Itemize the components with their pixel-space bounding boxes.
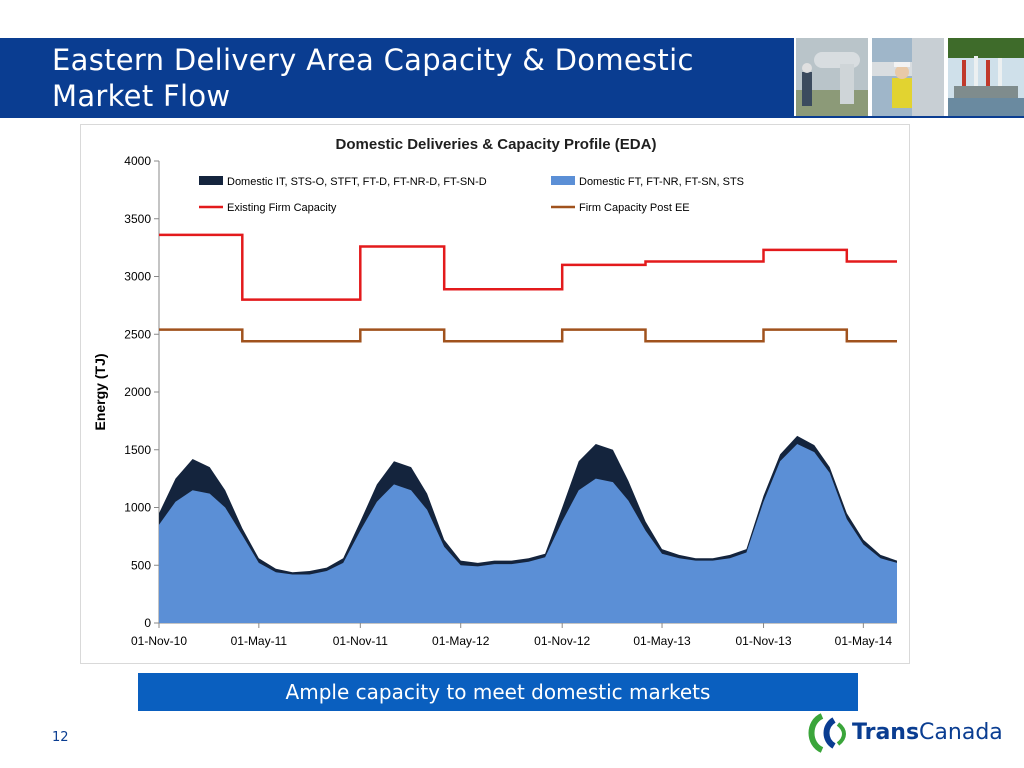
pipeline-worker-photo [796,38,868,116]
x-tick-label: 01-May-12 [432,634,490,648]
power-plant-photo [948,38,1024,116]
x-tick-label: 01-Nov-12 [534,634,590,648]
y-tick-label: 500 [131,558,151,572]
series-existing-firm-capacity-line [159,233,897,301]
chart-title: Domestic Deliveries & Capacity Profile (… [336,136,657,153]
logo-wordmark-bold: Trans [852,720,920,745]
series-firm-capacity-post-ee-line [159,328,897,343]
x-tick-label: 01-Nov-10 [131,634,187,648]
x-tick-label: 01-May-11 [231,634,288,648]
legend-swatch [551,176,575,185]
transcanada-logo-icon [808,713,846,753]
legend-swatch [199,176,223,185]
series-domestic-ft-area [159,444,897,623]
legend-label: Existing Firm Capacity [227,202,337,214]
conclusion-banner: Ample capacity to meet domestic markets [138,673,858,711]
header-rule [0,116,1024,118]
legend-label: Domestic IT, STS-O, STFT, FT-D, FT-NR-D,… [227,176,487,188]
x-tick-label: 01-May-14 [835,634,893,648]
title-bar [0,38,794,116]
y-axis-label: Energy (TJ) [92,353,108,430]
chart-frame: Domestic Deliveries & Capacity Profile (… [80,124,910,664]
y-tick-label: 3000 [124,270,151,284]
technician-photo [872,38,944,116]
x-tick-label: 01-Nov-13 [736,634,792,648]
header-photos [796,38,1024,116]
y-tick-label: 1000 [124,501,151,515]
slide-title: Eastern Delivery Area Capacity & Domesti… [52,43,694,113]
page-number: 12 [52,730,69,745]
y-tick-label: 0 [144,616,151,630]
logo-wordmark: TransCanada [852,720,1003,745]
y-tick-label: 1500 [124,443,151,457]
y-tick-label: 3500 [124,212,151,226]
logo-wordmark-rest: Canada [919,720,1003,745]
y-tick-label: 2500 [124,327,151,341]
y-tick-label: 4000 [124,154,151,168]
x-tick-label: 01-Nov-11 [333,634,388,648]
legend-label: Firm Capacity Post EE [579,202,690,214]
chart: Domestic Deliveries & Capacity Profile (… [92,136,897,648]
legend-label: Domestic FT, FT-NR, FT-SN, STS [579,176,744,188]
x-tick-label: 01-May-13 [633,634,691,648]
y-tick-label: 2000 [124,385,151,399]
